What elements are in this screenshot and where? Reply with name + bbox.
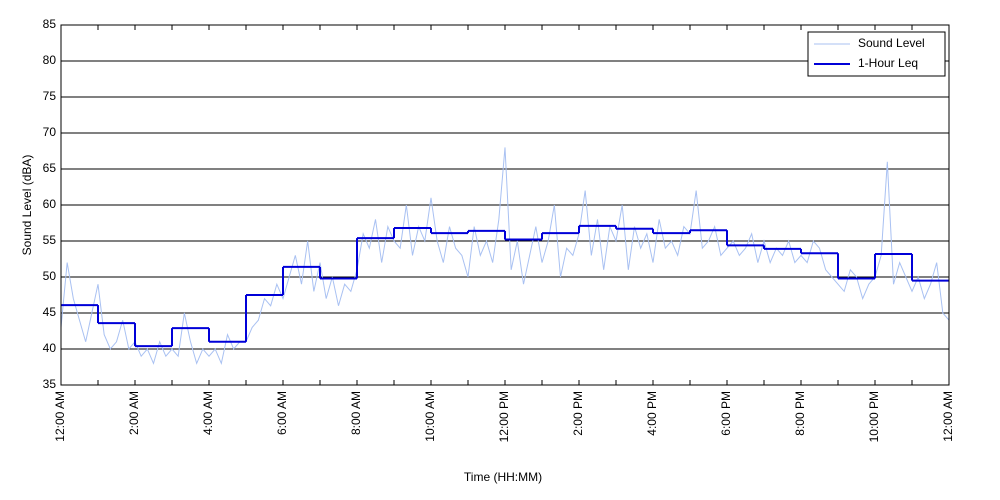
y-tick-label: 75 [43, 89, 57, 103]
y-tick-label: 35 [43, 377, 57, 391]
x-tick-label: 12:00 PM [497, 391, 511, 442]
y-tick-label: 45 [43, 305, 57, 319]
y-axis-label: Sound Level (dBA) [20, 155, 34, 256]
y-tick-label: 85 [43, 17, 57, 31]
y-tick-label: 60 [43, 197, 57, 211]
x-tick-label: 10:00 PM [867, 391, 881, 442]
y-tick-label: 80 [43, 53, 57, 67]
x-tick-label: 8:00 AM [349, 391, 363, 435]
x-tick-label: 6:00 AM [275, 391, 289, 435]
x-axis-label: Time (HH:MM) [464, 470, 542, 484]
x-tick-label: 2:00 PM [571, 391, 585, 436]
x-tick-label: 4:00 PM [645, 391, 659, 436]
x-tick-label: 2:00 AM [127, 391, 141, 435]
x-tick-label: 12:00 AM [53, 391, 67, 442]
x-tick-label: 8:00 PM [793, 391, 807, 436]
sound-level-line [60, 147, 950, 366]
x-tick-label: 4:00 AM [201, 391, 215, 435]
x-tick-label: 10:00 AM [423, 391, 437, 442]
legend-label: Sound Level [858, 36, 925, 50]
y-tick-label: 70 [43, 125, 57, 139]
plot-frame [60, 24, 950, 386]
legend-box [807, 31, 946, 77]
y-tick-label: 50 [43, 269, 57, 283]
x-tick-label: 12:00 AM [941, 391, 955, 442]
y-tick-label: 55 [43, 233, 57, 247]
y-tick-label: 65 [43, 161, 57, 175]
legend-label: 1-Hour Leq [858, 56, 918, 70]
y-tick-label: 40 [43, 341, 57, 355]
x-tick-label: 6:00 PM [719, 391, 733, 436]
